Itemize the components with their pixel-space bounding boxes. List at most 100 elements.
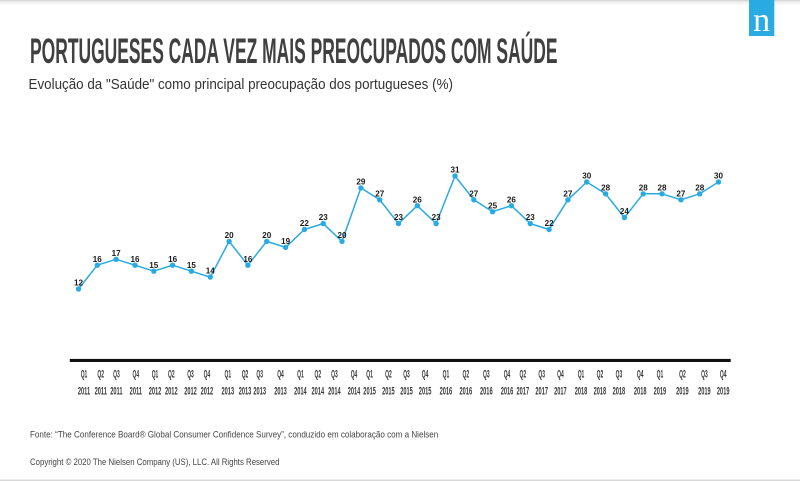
svg-text:2019: 2019 bbox=[717, 384, 730, 397]
svg-text:30: 30 bbox=[714, 172, 724, 181]
svg-text:Q3: Q3 bbox=[701, 367, 708, 380]
svg-text:2014: 2014 bbox=[328, 384, 341, 397]
svg-text:Q4: Q4 bbox=[557, 367, 564, 380]
svg-text:Q4: Q4 bbox=[720, 367, 727, 380]
svg-text:27: 27 bbox=[676, 189, 686, 198]
svg-text:Copyright © 2020 The Nielsen C: Copyright © 2020 The Nielsen Company (US… bbox=[30, 456, 280, 467]
svg-text:PORTUGUESES CADA VEZ MAIS PREO: PORTUGUESES CADA VEZ MAIS PREOCUPADOS CO… bbox=[30, 31, 558, 70]
svg-text:Evolução da "Saúde" como princ: Evolução da "Saúde" como principal preoc… bbox=[29, 75, 453, 92]
svg-text:16: 16 bbox=[130, 255, 140, 264]
svg-text:28: 28 bbox=[657, 183, 667, 192]
svg-text:Q2: Q2 bbox=[242, 367, 249, 380]
svg-text:Q2: Q2 bbox=[314, 367, 321, 380]
svg-text:2019: 2019 bbox=[676, 384, 689, 397]
svg-text:16: 16 bbox=[93, 255, 103, 264]
svg-text:Q1: Q1 bbox=[81, 367, 88, 380]
svg-text:Q4: Q4 bbox=[277, 367, 284, 380]
svg-text:Q3: Q3 bbox=[403, 367, 410, 380]
svg-text:2015: 2015 bbox=[400, 384, 413, 397]
svg-text:Q2: Q2 bbox=[462, 367, 469, 380]
svg-text:23: 23 bbox=[394, 213, 404, 222]
svg-text:17: 17 bbox=[112, 249, 122, 258]
svg-text:Q3: Q3 bbox=[256, 367, 263, 380]
svg-text:Q4: Q4 bbox=[132, 367, 139, 380]
svg-text:2012: 2012 bbox=[149, 384, 162, 397]
svg-text:2011: 2011 bbox=[130, 384, 142, 397]
svg-text:2019: 2019 bbox=[654, 384, 667, 397]
svg-text:2012: 2012 bbox=[201, 384, 214, 397]
svg-text:Q4: Q4 bbox=[351, 367, 358, 380]
svg-text:2015: 2015 bbox=[363, 384, 376, 397]
svg-text:22: 22 bbox=[545, 219, 555, 228]
svg-text:28: 28 bbox=[639, 183, 649, 192]
svg-text:Q4: Q4 bbox=[504, 367, 511, 380]
svg-text:28: 28 bbox=[601, 183, 611, 192]
svg-text:16: 16 bbox=[168, 255, 178, 264]
svg-text:Q1: Q1 bbox=[443, 367, 450, 380]
svg-text:Q3: Q3 bbox=[483, 367, 490, 380]
svg-text:2018: 2018 bbox=[634, 384, 647, 397]
svg-text:27: 27 bbox=[469, 189, 479, 198]
svg-text:2013: 2013 bbox=[222, 384, 235, 397]
svg-text:2019: 2019 bbox=[698, 384, 711, 397]
svg-text:n: n bbox=[753, 2, 770, 39]
svg-text:Q3: Q3 bbox=[113, 367, 120, 380]
svg-text:2014: 2014 bbox=[294, 384, 307, 397]
svg-text:Q3: Q3 bbox=[538, 367, 545, 380]
svg-text:2018: 2018 bbox=[613, 384, 626, 397]
svg-text:2017: 2017 bbox=[517, 384, 530, 397]
svg-text:Q2: Q2 bbox=[519, 367, 526, 380]
svg-text:2018: 2018 bbox=[575, 384, 588, 397]
svg-text:12: 12 bbox=[74, 279, 84, 288]
svg-text:Q1: Q1 bbox=[224, 367, 231, 380]
svg-text:19: 19 bbox=[281, 237, 291, 246]
svg-text:Q4: Q4 bbox=[204, 367, 211, 380]
svg-text:26: 26 bbox=[413, 195, 423, 204]
svg-text:2015: 2015 bbox=[419, 384, 432, 397]
svg-text:25: 25 bbox=[488, 201, 498, 210]
svg-text:2017: 2017 bbox=[554, 384, 567, 397]
svg-text:2012: 2012 bbox=[165, 384, 178, 397]
svg-text:20: 20 bbox=[337, 231, 347, 240]
svg-text:20: 20 bbox=[262, 231, 272, 240]
svg-text:Q3: Q3 bbox=[187, 367, 194, 380]
svg-text:2013: 2013 bbox=[274, 384, 287, 397]
svg-text:Q1: Q1 bbox=[152, 367, 159, 380]
svg-text:2011: 2011 bbox=[95, 384, 107, 397]
svg-text:2017: 2017 bbox=[535, 384, 548, 397]
svg-text:2016: 2016 bbox=[440, 384, 453, 397]
svg-text:24: 24 bbox=[620, 207, 630, 216]
svg-text:2014: 2014 bbox=[312, 384, 325, 397]
svg-text:Q4: Q4 bbox=[422, 367, 429, 380]
svg-text:2018: 2018 bbox=[594, 384, 607, 397]
svg-text:2013: 2013 bbox=[253, 384, 266, 397]
svg-text:Q3: Q3 bbox=[331, 367, 338, 380]
svg-text:14: 14 bbox=[206, 267, 216, 276]
svg-text:27: 27 bbox=[563, 189, 573, 198]
svg-text:31: 31 bbox=[450, 166, 460, 175]
svg-text:2016: 2016 bbox=[460, 384, 473, 397]
svg-text:15: 15 bbox=[149, 261, 159, 270]
svg-text:Q2: Q2 bbox=[679, 367, 686, 380]
svg-text:16: 16 bbox=[243, 255, 253, 264]
svg-text:29: 29 bbox=[356, 178, 366, 187]
svg-text:2015: 2015 bbox=[382, 384, 395, 397]
svg-text:Q2: Q2 bbox=[597, 367, 604, 380]
svg-text:2011: 2011 bbox=[110, 384, 122, 397]
svg-text:Q2: Q2 bbox=[97, 367, 104, 380]
svg-text:23: 23 bbox=[432, 213, 442, 222]
svg-text:Q4: Q4 bbox=[637, 367, 644, 380]
svg-text:Q1: Q1 bbox=[366, 367, 373, 380]
svg-text:30: 30 bbox=[582, 172, 592, 181]
svg-text:23: 23 bbox=[319, 213, 329, 222]
svg-text:22: 22 bbox=[300, 219, 310, 228]
svg-text:26: 26 bbox=[507, 195, 517, 204]
svg-text:2016: 2016 bbox=[480, 384, 493, 397]
svg-text:27: 27 bbox=[375, 189, 385, 198]
svg-text:Fonte: “The Conference Board®: Fonte: “The Conference Board® Global Con… bbox=[30, 429, 438, 440]
svg-text:Q1: Q1 bbox=[297, 367, 304, 380]
svg-text:Q2: Q2 bbox=[168, 367, 175, 380]
svg-text:2011: 2011 bbox=[78, 384, 90, 397]
svg-text:23: 23 bbox=[526, 213, 536, 222]
svg-text:28: 28 bbox=[695, 183, 705, 192]
